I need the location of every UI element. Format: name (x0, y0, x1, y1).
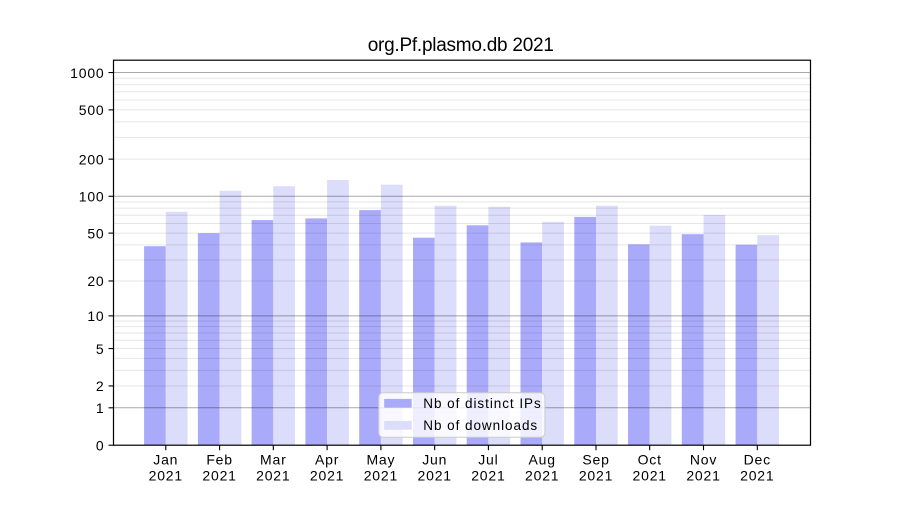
svg-text:500: 500 (79, 102, 105, 118)
svg-text:Jun: Jun (422, 452, 447, 468)
svg-text:2021: 2021 (740, 468, 774, 484)
svg-text:5: 5 (96, 341, 105, 357)
svg-text:2021: 2021 (149, 468, 183, 484)
svg-text:Apr: Apr (315, 452, 339, 468)
svg-text:Mar: Mar (260, 452, 287, 468)
svg-text:Feb: Feb (206, 452, 233, 468)
svg-text:2: 2 (96, 378, 105, 394)
svg-text:2021: 2021 (579, 468, 613, 484)
svg-text:May: May (366, 452, 395, 468)
svg-text:Jul: Jul (478, 452, 498, 468)
svg-text:2021: 2021 (202, 468, 236, 484)
svg-text:2021: 2021 (418, 468, 452, 484)
svg-text:2021: 2021 (633, 468, 667, 484)
svg-text:Aug: Aug (529, 452, 556, 468)
svg-text:100: 100 (79, 188, 105, 204)
svg-text:Sep: Sep (582, 452, 609, 468)
svg-text:Nb of distinct IPs: Nb of distinct IPs (423, 396, 541, 411)
svg-text:200: 200 (79, 151, 105, 167)
svg-text:1000: 1000 (70, 65, 104, 81)
svg-text:2021: 2021 (256, 468, 290, 484)
svg-text:2021: 2021 (471, 468, 505, 484)
svg-text:Oct: Oct (638, 452, 662, 468)
svg-text:Jan: Jan (153, 452, 178, 468)
svg-text:2021: 2021 (686, 468, 720, 484)
svg-text:Nov: Nov (690, 452, 717, 468)
svg-text:2021: 2021 (364, 468, 398, 484)
svg-text:0: 0 (96, 437, 105, 453)
svg-text:Dec: Dec (744, 452, 771, 468)
svg-text:1: 1 (96, 400, 105, 416)
svg-text:20: 20 (87, 273, 104, 289)
svg-text:50: 50 (87, 225, 104, 241)
svg-text:10: 10 (87, 308, 104, 324)
svg-text:org.Pf.plasmo.db 2021: org.Pf.plasmo.db 2021 (368, 35, 554, 56)
svg-text:Nb of downloads: Nb of downloads (423, 418, 538, 433)
svg-text:2021: 2021 (310, 468, 344, 484)
svg-text:2021: 2021 (525, 468, 559, 484)
